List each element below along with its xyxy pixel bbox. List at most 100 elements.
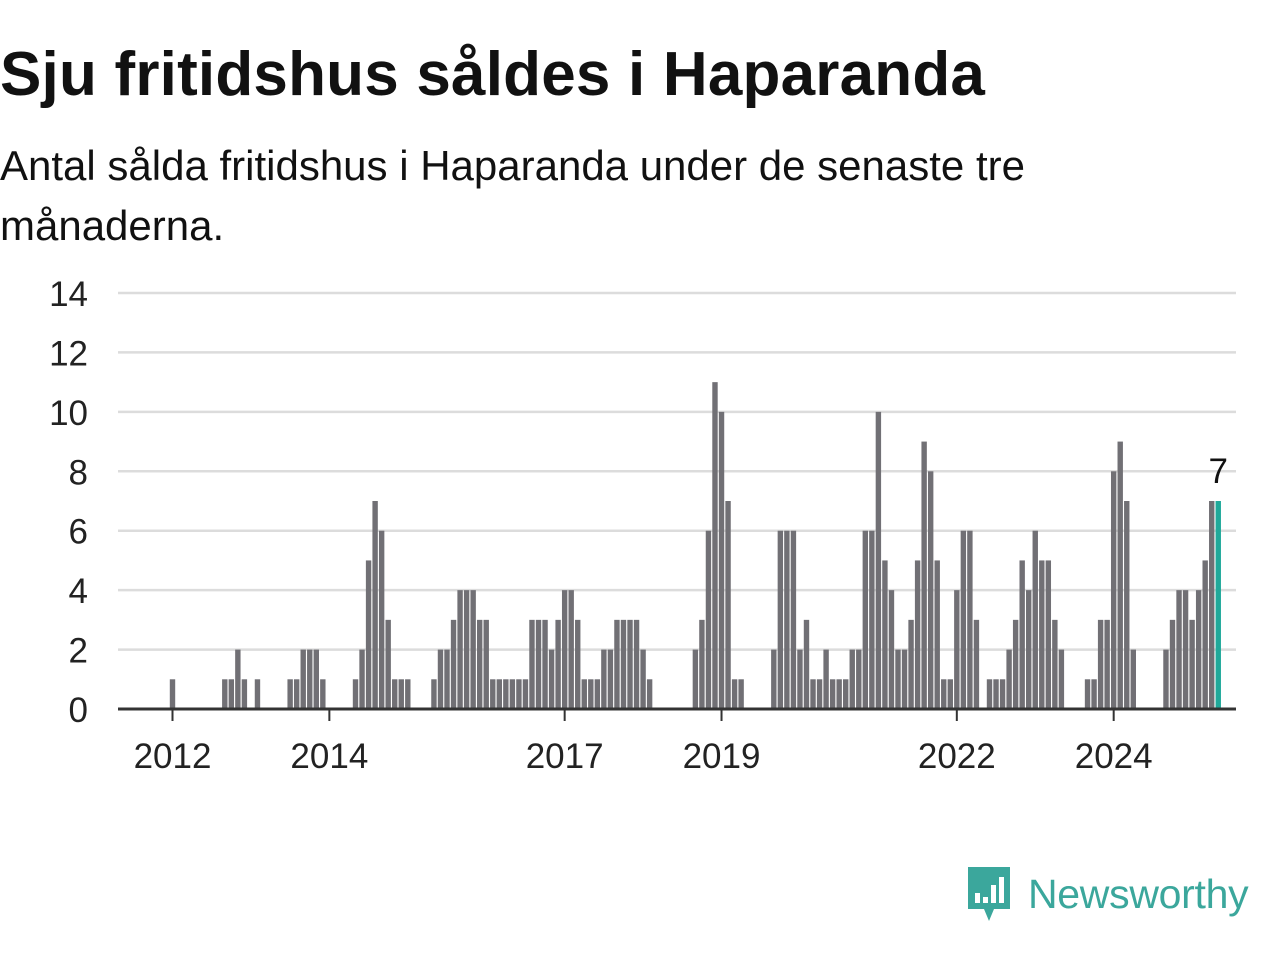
bar <box>516 679 522 709</box>
bar <box>777 530 784 709</box>
bar-chart: 0 2 4 6 8 10 12 14 2012 2014 2017 2019 2022 2024 7 <box>49 275 1236 776</box>
bar <box>490 679 496 709</box>
bar <box>1124 501 1130 709</box>
bar <box>607 649 614 709</box>
bar <box>967 530 973 709</box>
bar <box>431 679 437 709</box>
bar <box>738 679 744 709</box>
bar <box>378 530 385 709</box>
x-tick-label: 2022 <box>918 737 996 776</box>
bar <box>646 679 653 709</box>
bar <box>1176 590 1182 709</box>
gridlines <box>118 291 1236 651</box>
bar <box>575 619 581 709</box>
bar <box>1169 619 1176 709</box>
bar <box>1052 619 1058 709</box>
chart-title: Sju fritidshus såldes i Haparanda <box>0 40 986 109</box>
bar <box>823 649 829 709</box>
y-tick-label: 0 <box>69 691 88 730</box>
bar <box>875 411 882 709</box>
bar <box>784 530 790 709</box>
bar <box>222 679 228 709</box>
x-tick-label: 2012 <box>134 737 212 776</box>
y-axis-tick-labels: 0 2 4 6 8 10 12 14 <box>49 275 88 730</box>
bar <box>1097 619 1104 709</box>
bar <box>548 649 555 709</box>
bar <box>640 649 646 709</box>
y-tick-label: 12 <box>49 334 88 373</box>
bar <box>287 679 293 709</box>
bar <box>1058 649 1065 709</box>
bar <box>372 501 378 709</box>
bar <box>444 649 450 709</box>
bar <box>1202 560 1208 709</box>
bar <box>300 649 306 709</box>
bar <box>241 679 248 709</box>
chart-subtitle: Antal sålda fritidshus i Haparanda under… <box>0 142 1025 249</box>
newsworthy-chart-icon <box>968 867 1010 921</box>
bar <box>1110 471 1117 709</box>
bar <box>1026 590 1032 709</box>
bar <box>810 679 816 709</box>
bar <box>803 619 810 709</box>
bar <box>954 590 960 709</box>
bar <box>888 590 895 709</box>
bar <box>496 679 502 709</box>
bar <box>1182 590 1189 709</box>
bar <box>457 590 463 709</box>
bar <box>1209 501 1215 709</box>
bar <box>594 679 601 709</box>
bar <box>476 619 483 709</box>
bar <box>568 590 574 709</box>
x-tick-label: 2017 <box>526 737 604 776</box>
bar <box>1130 649 1136 709</box>
bar <box>470 590 476 709</box>
bar <box>392 679 398 709</box>
brand-name: Newsworthy <box>1028 870 1249 917</box>
bar <box>313 649 319 709</box>
bar <box>352 679 359 709</box>
bar <box>816 679 823 709</box>
bar <box>463 590 470 709</box>
bar <box>895 649 901 709</box>
bar <box>1104 619 1110 709</box>
bar <box>947 679 953 709</box>
x-tick-label: 2014 <box>290 737 368 776</box>
bar <box>561 590 568 709</box>
bar <box>529 619 535 709</box>
bar <box>849 649 855 709</box>
bar <box>385 619 391 709</box>
bar <box>535 619 542 709</box>
bar <box>1117 441 1123 709</box>
annotations: 7 <box>1209 452 1228 491</box>
bar <box>437 649 444 709</box>
y-tick-label: 10 <box>49 394 88 433</box>
bar <box>993 679 999 709</box>
bar <box>927 471 934 709</box>
bar <box>1012 619 1019 709</box>
bar <box>614 619 620 709</box>
bar <box>235 649 241 709</box>
bar <box>1163 649 1169 709</box>
bar <box>627 619 633 709</box>
y-tick-label: 4 <box>69 572 88 611</box>
bar <box>450 619 457 709</box>
bar <box>1006 649 1012 709</box>
y-tick-label: 14 <box>49 275 88 314</box>
bar <box>797 649 803 709</box>
bar <box>941 679 947 709</box>
bar <box>790 530 797 709</box>
bar <box>843 679 849 709</box>
bar <box>1019 560 1025 709</box>
last-value-label: 7 <box>1209 452 1228 491</box>
bar <box>1032 530 1038 709</box>
x-tick-label: 2024 <box>1075 737 1153 776</box>
bar <box>829 679 836 709</box>
bar <box>725 501 731 709</box>
bar <box>921 441 927 709</box>
x-axis-tick-labels: 2012 2014 2017 2019 2022 2024 <box>134 737 1153 776</box>
bar <box>169 679 176 709</box>
bar <box>771 649 777 709</box>
bars <box>169 382 1221 709</box>
bar <box>1195 590 1202 709</box>
